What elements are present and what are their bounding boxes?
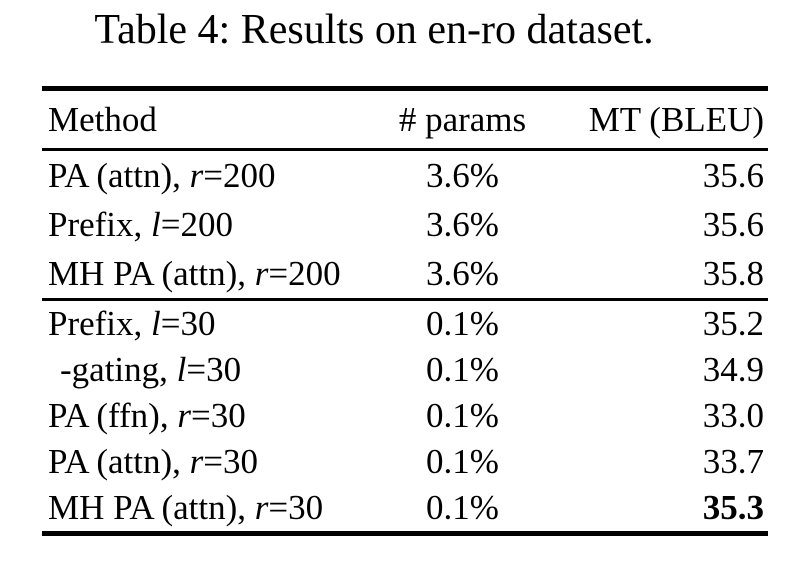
params-cell: 3.6% xyxy=(426,204,499,244)
method-label: PA (attn), xyxy=(48,442,190,481)
method-variable: r xyxy=(177,396,191,435)
table-row: Prefix, l=30 0.1% 35.2 xyxy=(42,300,768,348)
results-table-wrap: Method # params MT (BLEU) PA (attn), r=2… xyxy=(42,86,768,536)
method-label: PA (attn), xyxy=(48,155,190,195)
bleu-cell: 33.0 xyxy=(702,396,764,435)
table-row: PA (ffn), r=30 0.1% 33.0 xyxy=(42,393,768,439)
table-row: MH PA (attn), r=30 0.1% 35.3 xyxy=(42,485,768,534)
method-cell: MH PA (attn), r=200 xyxy=(42,249,380,300)
method-variable: r xyxy=(189,155,204,195)
bleu-cell: 33.7 xyxy=(702,442,764,481)
method-label: MH PA (attn), xyxy=(48,253,255,293)
table-group-small-budget: Prefix, l=30 0.1% 35.2 -gating, l=30 0.1% 34.… xyxy=(42,299,768,534)
table-group-large-budget: PA (attn), r=200 3.6% 35.6 Prefix, l=200 3.6… xyxy=(42,150,768,300)
method-variable: r xyxy=(254,488,269,527)
method-value: =200 xyxy=(203,155,276,195)
bleu-cell: 35.3 xyxy=(702,488,764,527)
method-label: Prefix, xyxy=(48,204,152,244)
bleu-cell: 34.9 xyxy=(702,350,764,389)
method-cell: -gating, l=30 xyxy=(42,347,380,393)
params-cell: 0.1% xyxy=(426,442,499,481)
bleu-cell: 35.8 xyxy=(702,253,764,293)
table-caption: Table 4: Results on en-ro dataset. xyxy=(94,7,654,53)
method-cell: PA (attn), r=200 xyxy=(42,150,380,201)
params-cell: 0.1% xyxy=(426,488,499,527)
results-table: Method # params MT (BLEU) PA (attn), r=2… xyxy=(42,86,768,536)
method-cell: MH PA (attn), r=30 xyxy=(42,485,380,534)
method-label: Prefix, xyxy=(48,304,152,343)
method-value: =30 xyxy=(186,350,242,389)
bleu-cell: 35.6 xyxy=(702,155,764,195)
table-row: PA (attn), r=30 0.1% 33.7 xyxy=(42,439,768,485)
column-header-method: Method xyxy=(48,99,157,139)
method-variable: l xyxy=(151,204,161,244)
bleu-cell: 35.2 xyxy=(702,304,764,343)
table-row: -gating, l=30 0.1% 34.9 xyxy=(42,347,768,393)
method-label: PA (ffn), xyxy=(48,396,178,435)
column-header-bleu: MT (BLEU) xyxy=(588,99,764,139)
method-variable: r xyxy=(189,442,204,481)
method-cell: Prefix, l=200 xyxy=(42,200,380,249)
bleu-cell: 35.6 xyxy=(702,204,764,244)
table-row: PA (attn), r=200 3.6% 35.6 xyxy=(42,150,768,201)
method-cell: Prefix, l=30 xyxy=(42,300,380,348)
method-value: =30 xyxy=(160,304,216,343)
method-value: =200 xyxy=(268,253,341,293)
method-cell: PA (attn), r=30 xyxy=(42,439,380,485)
method-value: =30 xyxy=(268,488,324,527)
method-variable: l xyxy=(151,304,161,343)
method-label: MH PA (attn), xyxy=(48,488,255,527)
table-header: Method # params MT (BLEU) xyxy=(42,89,768,150)
method-value: =200 xyxy=(160,204,234,244)
method-cell: PA (ffn), r=30 xyxy=(42,393,380,439)
header-row: Method # params MT (BLEU) xyxy=(42,89,768,150)
table-row: MH PA (attn), r=200 3.6% 35.8 xyxy=(42,249,768,300)
table-row: Prefix, l=200 3.6% 35.6 xyxy=(42,200,768,249)
params-cell: 0.1% xyxy=(426,396,499,435)
method-value: =30 xyxy=(203,442,259,481)
method-variable: r xyxy=(254,253,269,293)
params-cell: 3.6% xyxy=(426,253,499,293)
params-cell: 0.1% xyxy=(426,304,499,343)
method-value: =30 xyxy=(190,396,246,435)
method-label: -gating, xyxy=(60,350,177,389)
method-variable: l xyxy=(176,350,187,389)
params-cell: 0.1% xyxy=(426,350,499,389)
column-header-params: # params xyxy=(398,99,527,139)
params-cell: 3.6% xyxy=(426,155,499,195)
